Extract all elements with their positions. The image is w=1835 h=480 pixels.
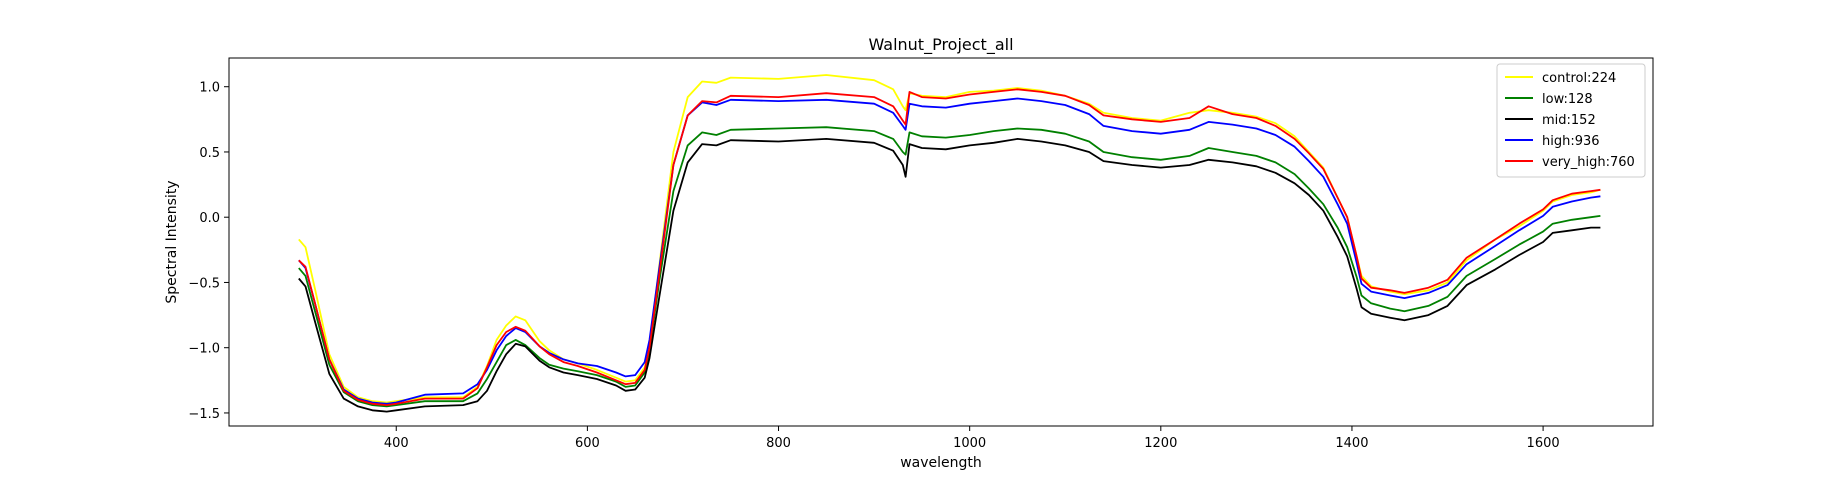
y-tick-label: 0.0 [199, 211, 220, 226]
series-line [298, 97, 1601, 405]
legend-label: high:936 [1542, 134, 1600, 149]
x-axis-ticks: 400 600 800 1000 1200 1400 1600 [384, 426, 1560, 451]
legend-label: mid:152 [1542, 113, 1596, 128]
x-tick-label: 600 [575, 436, 600, 451]
x-tick-label: 1200 [1144, 436, 1177, 451]
y-tick-label: −1.5 [188, 407, 220, 422]
x-tick-label: 1600 [1527, 436, 1560, 451]
series-line [298, 88, 1601, 407]
series-lines [298, 74, 1601, 413]
series-line [298, 137, 1601, 413]
legend-label: very_high:760 [1542, 155, 1635, 170]
x-tick-label: 400 [384, 436, 409, 451]
y-tick-label: −1.0 [188, 342, 220, 357]
y-tick-label: −0.5 [188, 276, 220, 291]
y-tick-label: 1.0 [199, 81, 220, 96]
y-axis-label: Spectral Intensity [164, 180, 180, 303]
x-tick-label: 1000 [953, 436, 986, 451]
series-line [298, 126, 1601, 408]
plot-frame [228, 57, 1654, 427]
y-axis-ticks: −1.5 −1.0 −0.5 0.0 0.5 1.0 [188, 81, 229, 422]
series-line [298, 74, 1601, 404]
x-tick-label: 800 [766, 436, 791, 451]
legend-label: low:128 [1542, 92, 1593, 107]
chart-title: Walnut_Project_all [868, 35, 1013, 55]
x-axis-label: wavelength [900, 455, 982, 471]
legend-label: control:224 [1542, 71, 1616, 86]
legend: control:224 low:128 mid:152 high:936 very_hi… [1496, 63, 1646, 178]
y-tick-label: 0.5 [199, 146, 220, 161]
plot-area [229, 58, 1653, 426]
x-tick-label: 1400 [1335, 436, 1368, 451]
legend-box [1496, 63, 1646, 178]
